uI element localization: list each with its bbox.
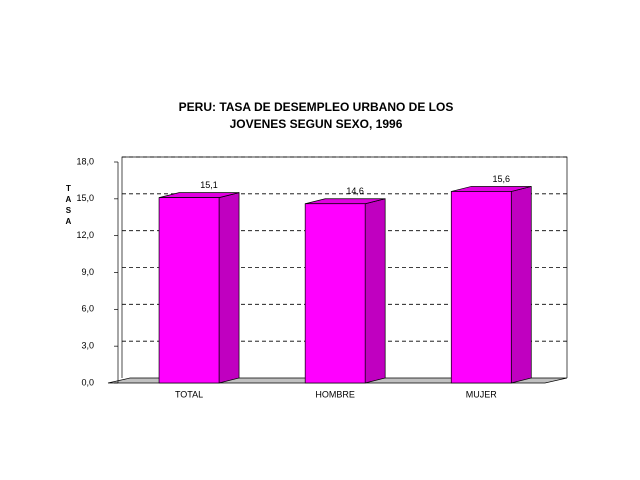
y-tick-label: 6,0: [81, 304, 94, 314]
x-tick-label: HOMBRE: [315, 389, 355, 399]
x-tick-label: MUJER: [466, 389, 497, 399]
x-tick-label: TOTAL: [175, 389, 203, 399]
y-tick-label: 3,0: [81, 341, 94, 351]
bar: [304, 203, 366, 384]
data-label: 15,6: [493, 174, 511, 184]
data-label: 15,1: [200, 180, 218, 190]
bar: [158, 197, 220, 384]
y-tick-label: 0,0: [81, 377, 94, 387]
y-axis-label: TASA: [64, 184, 73, 228]
bar-side: [510, 186, 532, 384]
y-tick-label: 18,0: [76, 156, 94, 166]
y-tick-label: 12,0: [76, 230, 94, 240]
bar-side: [218, 192, 240, 384]
chart-title: PERU: TASA DE DESEMPLEO URBANO DE LOS: [179, 100, 454, 114]
chart-title: JOVENES SEGUN SEXO, 1996: [230, 117, 403, 131]
data-label: 14,6: [346, 186, 364, 196]
bar-side: [364, 198, 386, 384]
y-tick-label: 15,0: [76, 193, 94, 203]
bar: [450, 191, 512, 384]
y-tick-label: 9,0: [81, 267, 94, 277]
